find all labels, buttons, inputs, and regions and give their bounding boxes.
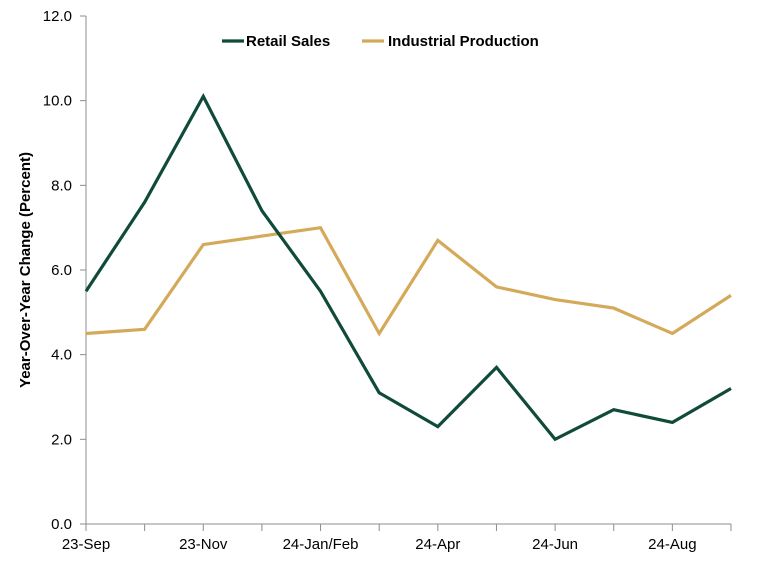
series-line-industrial-production [85, 225, 732, 337]
x-tick-label: 23-Sep [62, 536, 110, 553]
y-tick-label: 4.0 [51, 347, 72, 364]
x-tick-label: 24-Apr [415, 536, 460, 553]
x-tick-label: 23-Nov [179, 536, 228, 553]
legend-label-retail-sales: Retail Sales [246, 33, 330, 50]
legend: Retail Sales Industrial Production [222, 33, 539, 50]
series-layer [84, 93, 732, 442]
x-tick-label: 24-Jan/Feb [283, 536, 359, 553]
y-axis-title: Year-Over-Year Change (Percent) [17, 152, 34, 388]
y-tick-label: 10.0 [43, 93, 72, 110]
y-tick-label: 12.0 [43, 8, 72, 25]
axes: 0.0 2.0 4.0 6.0 8.0 10.0 12.0 23-Sep 23-Nov 24-Ja… [43, 8, 732, 553]
x-tick-label: 24-Jun [532, 536, 578, 553]
series-line-retail-sales [84, 93, 732, 442]
x-tick-label: 24-Aug [648, 536, 696, 553]
y-tick-label: 2.0 [51, 431, 72, 448]
y-tick-label: 0.0 [51, 516, 72, 533]
legend-label-industrial-production: Industrial Production [388, 33, 539, 50]
y-tick-label: 6.0 [51, 262, 72, 279]
y-tick-label: 8.0 [51, 177, 72, 194]
